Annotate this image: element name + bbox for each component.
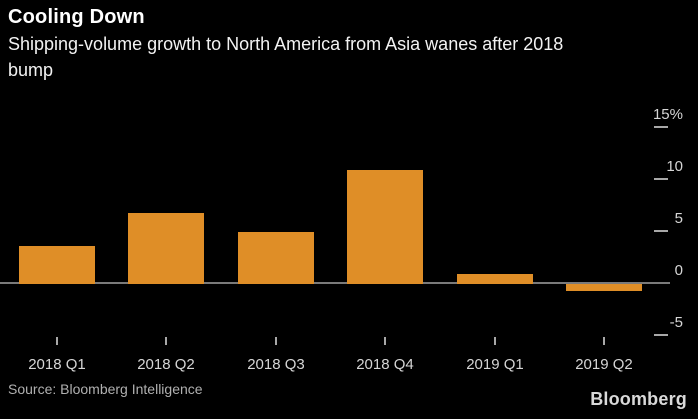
- x-axis-label: 2018 Q1: [28, 356, 86, 373]
- y-axis-label: 5: [674, 210, 683, 227]
- y-tick: [654, 334, 668, 336]
- source-note: Source: Bloomberg Intelligence: [8, 381, 203, 397]
- x-axis-label: 2018 Q4: [356, 356, 414, 373]
- x-axis-label: 2019 Q2: [575, 356, 633, 373]
- x-tick: [56, 337, 58, 345]
- bar: [128, 213, 204, 284]
- y-axis-label: 15%: [652, 106, 683, 123]
- y-tick: [654, 230, 668, 232]
- x-tick: [384, 337, 386, 345]
- bar: [238, 232, 314, 284]
- x-tick: [494, 337, 496, 345]
- x-axis-label: 2019 Q1: [466, 356, 524, 373]
- x-tick: [275, 337, 277, 345]
- x-tick: [165, 337, 167, 345]
- x-axis-label: 2018 Q2: [137, 356, 195, 373]
- y-axis-label: 10: [666, 158, 683, 175]
- y-tick: [654, 126, 668, 128]
- bar: [347, 170, 423, 284]
- bar: [457, 274, 533, 284]
- y-tick: [654, 178, 668, 180]
- bar: [19, 246, 95, 284]
- zero-axis-line: [0, 282, 670, 284]
- x-axis-label: 2018 Q3: [247, 356, 305, 373]
- bloomberg-logo: Bloomberg: [590, 389, 687, 409]
- x-tick: [603, 337, 605, 345]
- y-axis-label: 0: [674, 262, 683, 279]
- chart-subtitle: Shipping-volume growth to North America …: [8, 34, 564, 80]
- y-axis-label: -5: [669, 314, 683, 331]
- chart-title: Cooling Down: [8, 6, 145, 28]
- bar: [566, 284, 642, 291]
